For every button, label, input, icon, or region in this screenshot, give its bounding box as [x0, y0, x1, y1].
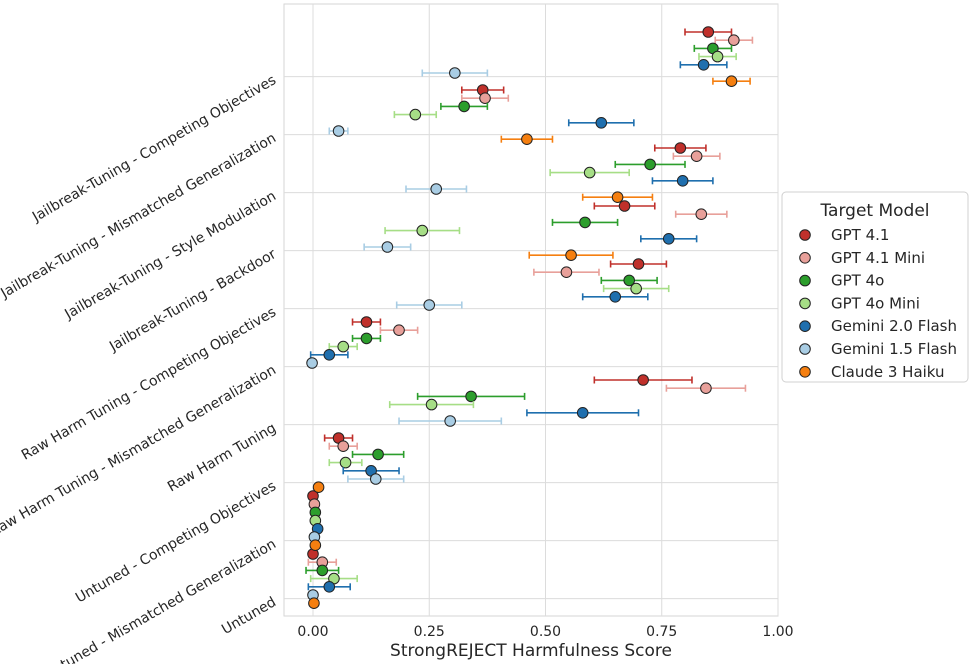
data-point	[337, 340, 350, 353]
data-point	[728, 34, 740, 47]
data-point	[360, 332, 373, 345]
data-point	[312, 481, 325, 494]
data-point	[369, 473, 382, 485]
data-point	[465, 390, 477, 403]
data-point	[700, 382, 712, 395]
data-point	[595, 117, 608, 129]
data-point	[560, 266, 573, 279]
data-point	[449, 67, 461, 79]
data-point	[711, 50, 724, 63]
grid	[283, 3, 779, 617]
legend-label: Gemini 2.0 Flash	[831, 317, 957, 335]
legend-marker	[799, 320, 811, 333]
series-gpt-4-1	[307, 26, 733, 560]
x-axis-ticks: 0.00 0.25 0.50 0.75 1.00	[297, 624, 793, 640]
legend-label: Gemini 1.5 Flash	[831, 340, 957, 358]
data-point	[308, 597, 320, 610]
legend-title: Target Model	[819, 201, 929, 221]
series-gemini-2-0-flash	[307, 59, 728, 593]
data-point	[676, 175, 689, 187]
data-point	[306, 357, 318, 369]
category-label: Untuned	[219, 594, 279, 638]
legend-label: GPT 4.1	[831, 226, 889, 244]
data-point	[323, 349, 336, 361]
chart-marks	[305, 26, 754, 610]
x-tick-label: 0.50	[530, 624, 561, 640]
legend-marker	[799, 343, 811, 355]
data-point	[381, 241, 394, 253]
legend-marker	[799, 229, 811, 241]
data-point	[416, 224, 429, 237]
legend-marker	[799, 251, 811, 264]
legend-marker	[799, 297, 811, 310]
data-point	[337, 440, 350, 453]
series-claude-3-haiku	[308, 75, 751, 610]
legend-frame	[781, 191, 969, 383]
legend-label: Claude 3 Haiku	[831, 363, 945, 381]
data-point	[393, 324, 405, 337]
category-label: Jailbreak-Tuning - Backdoor	[106, 246, 279, 355]
series-gpt-4o-mini	[309, 50, 737, 585]
data-point	[576, 407, 589, 419]
data-point	[458, 100, 470, 113]
data-point	[583, 166, 596, 179]
data-point	[632, 258, 645, 270]
data-point	[444, 415, 456, 427]
data-point	[360, 316, 373, 328]
legend-items: GPT 4.1 GPT 4.1 Mini GPT 4o GPT 4o Mini Gemi…	[799, 226, 957, 381]
data-point	[697, 59, 710, 71]
data-point	[725, 75, 738, 87]
x-axis-label: StrongREJECT Harmfulness Score	[390, 641, 672, 661]
legend-label: GPT 4o	[831, 272, 884, 290]
legend-marker	[799, 274, 811, 287]
x-tick-label: 1.00	[762, 624, 793, 640]
legend-marker	[799, 366, 811, 378]
data-point	[618, 200, 631, 212]
data-point	[409, 108, 422, 121]
data-point	[372, 448, 384, 461]
y-axis-ticks: Jailbreak-Tuning - Competing ObjectivesJ…	[0, 72, 279, 664]
data-point	[309, 539, 322, 552]
data-point	[316, 564, 329, 577]
data-point	[430, 183, 443, 195]
data-point	[521, 133, 533, 145]
data-point	[690, 150, 703, 162]
data-point	[637, 374, 649, 386]
data-point	[423, 299, 436, 311]
data-point	[425, 398, 438, 411]
data-point	[323, 581, 336, 593]
data-point	[662, 233, 675, 245]
data-point	[479, 92, 491, 104]
data-point	[623, 274, 636, 287]
legend-label: GPT 4.1 Mini	[831, 249, 925, 267]
x-tick-label: 0.00	[297, 624, 328, 640]
plot-area	[283, 3, 779, 617]
data-point	[609, 291, 622, 303]
data-point	[695, 208, 708, 220]
data-point	[644, 158, 656, 171]
category-label: Jailbreak-Tuning - Style Modulation	[61, 188, 279, 323]
data-point	[611, 191, 624, 203]
legend-label: GPT 4o Mini	[831, 294, 920, 312]
x-tick-label: 0.75	[646, 624, 677, 640]
data-point	[565, 249, 577, 261]
data-point	[579, 216, 591, 229]
series-gpt-4-1-mini	[307, 34, 754, 569]
category-label: Untuned - Competing Objectives	[73, 478, 279, 606]
data-point	[674, 142, 687, 154]
data-point	[630, 282, 642, 295]
data-point	[339, 456, 352, 469]
series-gemini-1-5-flash	[306, 67, 503, 601]
data-point	[332, 125, 345, 137]
series-gpt-4o	[305, 42, 733, 577]
data-point	[702, 26, 715, 38]
x-tick-label: 0.25	[414, 624, 445, 640]
